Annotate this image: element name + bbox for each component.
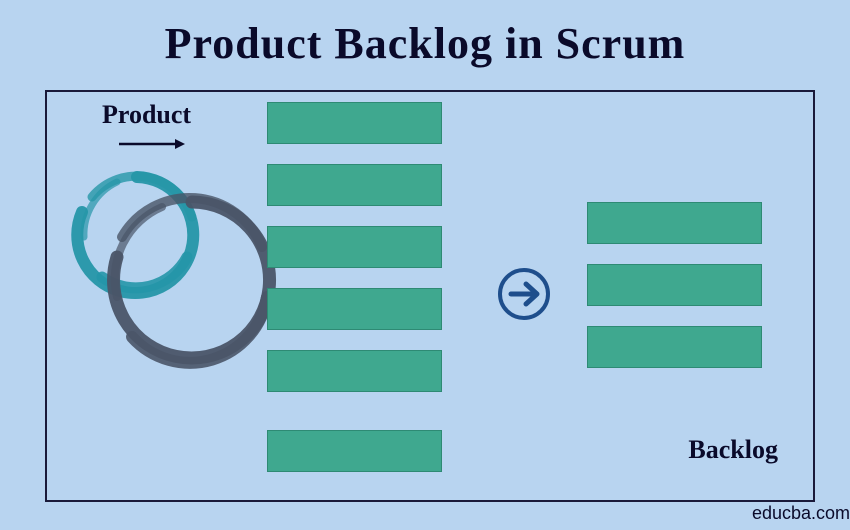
- backlog-bar: [587, 326, 762, 368]
- diagram-container: Product Backlog: [45, 90, 815, 502]
- product-bar: [267, 226, 442, 268]
- flow-arrow-icon: [497, 267, 551, 321]
- product-bar: [267, 288, 442, 330]
- product-bar: [267, 350, 442, 392]
- attribution-text: educba.com: [752, 503, 850, 524]
- product-bar: [267, 164, 442, 206]
- backlog-bar: [587, 264, 762, 306]
- brush-circles-icon: [62, 167, 302, 387]
- page-title: Product Backlog in Scrum: [0, 0, 850, 69]
- backlog-bar: [587, 202, 762, 244]
- backlog-label: Backlog: [688, 435, 778, 465]
- product-bar: [267, 102, 442, 144]
- product-label: Product: [102, 100, 191, 130]
- product-arrow-icon: [117, 134, 187, 154]
- product-bar: [267, 430, 442, 472]
